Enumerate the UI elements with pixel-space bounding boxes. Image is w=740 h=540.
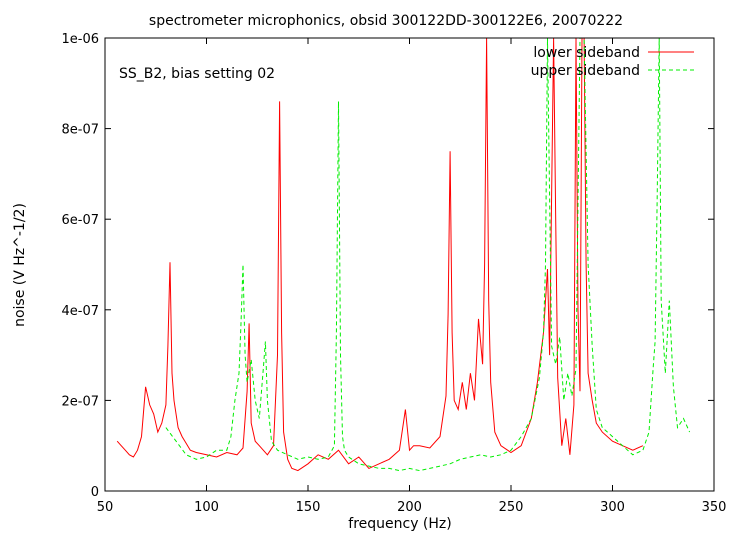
x-tick-label: 300 — [600, 500, 625, 515]
x-axis-label: frequency (Hz) — [348, 516, 451, 532]
y-tick-label: 1e-06 — [61, 32, 99, 47]
y-tick-label: 2e-07 — [61, 394, 99, 409]
y-tick-label: 6e-07 — [61, 213, 99, 228]
y-axis-label: noise (V Hz^-1/2) — [12, 203, 28, 327]
x-tick-label: 200 — [397, 500, 422, 515]
x-tick-label: 50 — [97, 500, 114, 515]
tick-layer: 50 100 150 200 250 300 350 0 2e-07 4e-07 6e-07 8e-0… — [61, 32, 726, 515]
legend-label-upper-sideband: upper sideband — [531, 63, 640, 79]
series-layer — [116, 37, 691, 472]
x-tick-label: 250 — [499, 500, 524, 515]
y-tick-label: 0 — [91, 485, 99, 500]
x-tick-label: 350 — [702, 500, 727, 515]
y-tick-label: 4e-07 — [61, 304, 99, 319]
legend: lower sideband upper sideband — [531, 45, 694, 79]
bias-setting-annotation: SS_B2, bias setting 02 — [119, 66, 275, 82]
series-line-lower-sideband — [116, 37, 644, 472]
legend-label-lower-sideband: lower sideband — [533, 45, 640, 61]
series-line-upper-sideband — [165, 37, 691, 472]
y-tick-label: 8e-07 — [61, 123, 99, 138]
x-tick-label: 100 — [194, 500, 219, 515]
chart-title: spectrometer microphonics, obsid 300122D… — [149, 13, 623, 29]
plot-area-frame — [104, 37, 715, 492]
x-tick-label: 150 — [296, 500, 321, 515]
